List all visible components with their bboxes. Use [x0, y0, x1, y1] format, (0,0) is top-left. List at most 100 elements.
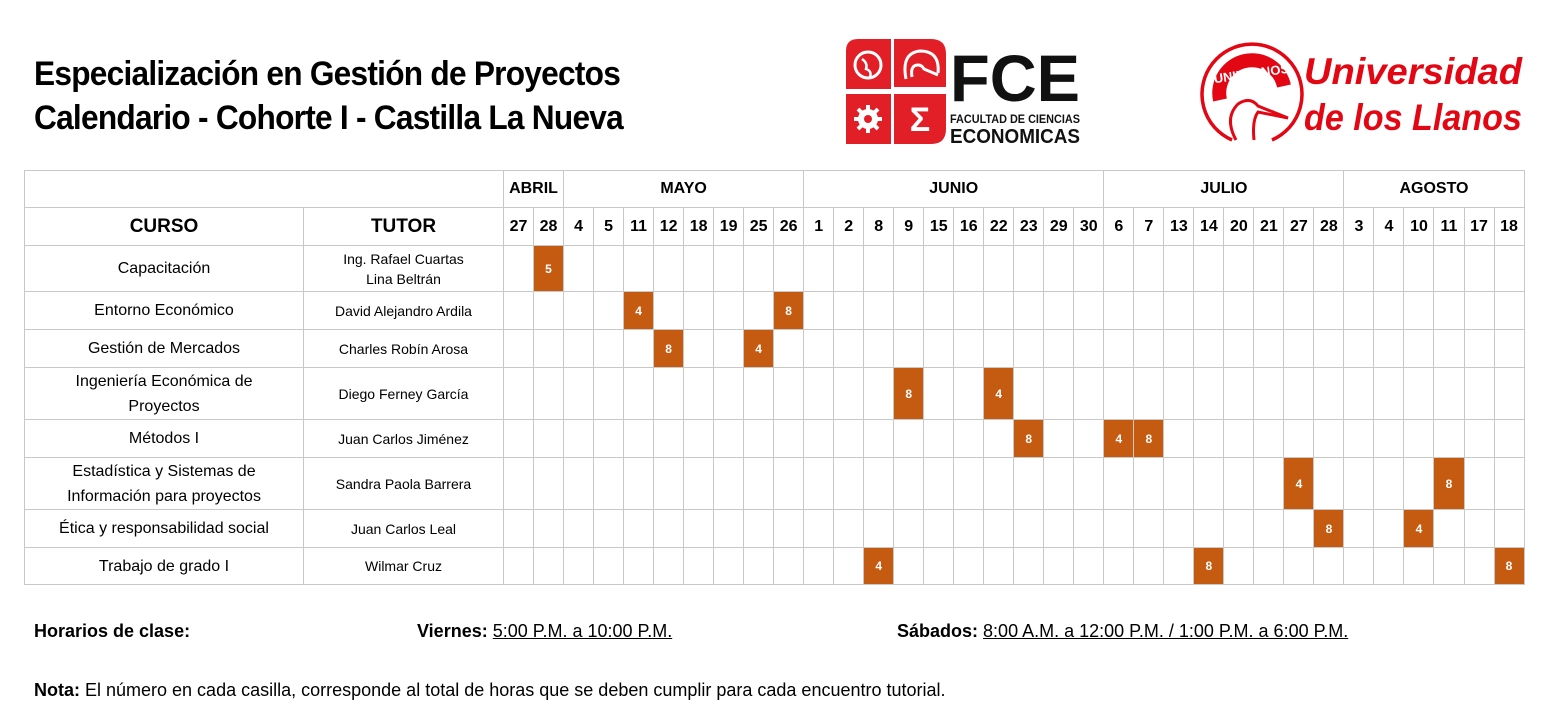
- empty-day-cell: [1103, 329, 1135, 368]
- day-header: 4: [563, 207, 595, 246]
- empty-day-cell: [953, 245, 985, 292]
- day-header: 10: [1403, 207, 1435, 246]
- empty-day-cell: [1043, 329, 1075, 368]
- empty-day-cell: [1133, 509, 1165, 548]
- empty-day-cell: [1403, 419, 1435, 458]
- empty-day-cell: [1163, 291, 1195, 330]
- empty-day-cell: [1253, 547, 1285, 585]
- schedule-label: Horarios de clase:: [34, 621, 191, 641]
- empty-day-cell: [1433, 245, 1465, 292]
- day-header: 20: [1223, 207, 1255, 246]
- empty-day-cell: [833, 457, 865, 510]
- day-header: 1: [803, 207, 835, 246]
- heron-icon: [903, 49, 940, 80]
- tutor-name: Diego Ferney García: [303, 367, 504, 420]
- empty-day-cell: [1463, 291, 1495, 330]
- empty-day-cell: [803, 367, 835, 420]
- empty-day-cell: [683, 419, 715, 458]
- unillanos-logo: UNILLANOS Universidad de los Llanos: [1200, 42, 1523, 142]
- empty-day-cell: [833, 547, 865, 585]
- column-header-tutor: TUTOR: [303, 207, 504, 246]
- empty-day-cell: [773, 329, 805, 368]
- session-hours-cell: 8: [773, 291, 805, 330]
- empty-day-cell: [1253, 291, 1285, 330]
- empty-day-cell: [1223, 457, 1255, 510]
- svg-text:Universidad: Universidad: [1304, 51, 1523, 92]
- empty-day-cell: [1163, 245, 1195, 292]
- course-name: Gestión de Mercados: [24, 329, 304, 368]
- empty-day-cell: [1463, 419, 1495, 458]
- calendar-table: ABRIL MAYO JUNIO JULIO AGOSTO CURSO TUTOR 27 28 4…: [24, 170, 1525, 585]
- empty-day-cell: [983, 419, 1015, 458]
- empty-day-cell: [1433, 547, 1465, 585]
- empty-day-cell: [1433, 419, 1465, 458]
- heron-icon: [1229, 99, 1289, 141]
- empty-day-cell: [983, 509, 1015, 548]
- empty-day-cell: [1373, 291, 1405, 330]
- empty-day-cell: [833, 509, 865, 548]
- empty-day-cell: [1433, 329, 1465, 368]
- svg-text:FACULTAD DE CIENCIAS: FACULTAD DE CIENCIAS: [950, 112, 1080, 126]
- empty-day-cell: [502, 329, 535, 368]
- empty-day-cell: [1313, 419, 1345, 458]
- empty-day-cell: [593, 509, 625, 548]
- day-header: 5: [593, 207, 625, 246]
- empty-day-cell: [773, 419, 805, 458]
- empty-day-cell: [1043, 245, 1075, 292]
- empty-day-cell: [533, 367, 565, 420]
- empty-day-cell: [893, 457, 925, 510]
- session-hours-cell: 8: [1313, 509, 1345, 548]
- friday-hours: 5:00 P.M. a 10:00 P.M.: [492, 621, 673, 641]
- day-header: 18: [683, 207, 715, 246]
- month-header: JUNIO: [803, 170, 1105, 208]
- column-header-course: CURSO: [24, 207, 304, 246]
- note: Nota: El número en cada casilla, corresp…: [34, 680, 946, 701]
- session-hours-cell: 8: [1133, 419, 1165, 458]
- empty-day-cell: [923, 457, 955, 510]
- note-text: El número en cada casilla, corresponde a…: [80, 680, 946, 700]
- empty-day-cell: [743, 509, 775, 548]
- empty-day-cell: [983, 547, 1015, 585]
- empty-day-cell: [1193, 245, 1225, 292]
- day-header: 17: [1463, 207, 1495, 246]
- empty-day-cell: [863, 457, 895, 510]
- empty-day-cell: [563, 547, 595, 585]
- empty-day-cell: [833, 291, 865, 330]
- empty-day-cell: [1433, 367, 1465, 420]
- empty-day-cell: [743, 367, 775, 420]
- day-header: 25: [743, 207, 775, 246]
- session-hours-cell: 8: [1193, 547, 1225, 585]
- empty-day-cell: [1013, 329, 1045, 368]
- empty-day-cell: [983, 329, 1015, 368]
- empty-day-cell: [713, 547, 745, 585]
- session-hours-cell: 4: [623, 291, 655, 330]
- empty-day-cell: [1103, 547, 1135, 585]
- empty-day-cell: [1253, 457, 1285, 510]
- month-header: AGOSTO: [1343, 170, 1525, 208]
- empty-day-cell: [953, 509, 985, 548]
- empty-day-cell: [893, 291, 925, 330]
- empty-day-cell: [743, 457, 775, 510]
- empty-day-cell: [1403, 329, 1435, 368]
- empty-day-cell: [983, 457, 1015, 510]
- empty-day-cell: [803, 547, 835, 585]
- empty-day-cell: [593, 245, 625, 292]
- empty-day-cell: [923, 291, 955, 330]
- empty-day-cell: [1463, 367, 1495, 420]
- tutor-name: Wilmar Cruz: [303, 547, 504, 585]
- empty-day-cell: [533, 509, 565, 548]
- empty-day-cell: [893, 329, 925, 368]
- friday-label: Viernes:: [417, 621, 488, 641]
- empty-day-cell: [803, 245, 835, 292]
- empty-day-cell: [502, 457, 535, 510]
- day-header: 27: [1283, 207, 1315, 246]
- session-hours-cell: 4: [1283, 457, 1315, 510]
- day-header: 28: [533, 207, 565, 246]
- empty-day-cell: [1013, 367, 1045, 420]
- empty-day-cell: [833, 329, 865, 368]
- day-header: 13: [1163, 207, 1195, 246]
- empty-day-cell: [1043, 291, 1075, 330]
- empty-day-cell: [1193, 291, 1225, 330]
- day-header: 19: [713, 207, 745, 246]
- empty-day-cell: [953, 367, 985, 420]
